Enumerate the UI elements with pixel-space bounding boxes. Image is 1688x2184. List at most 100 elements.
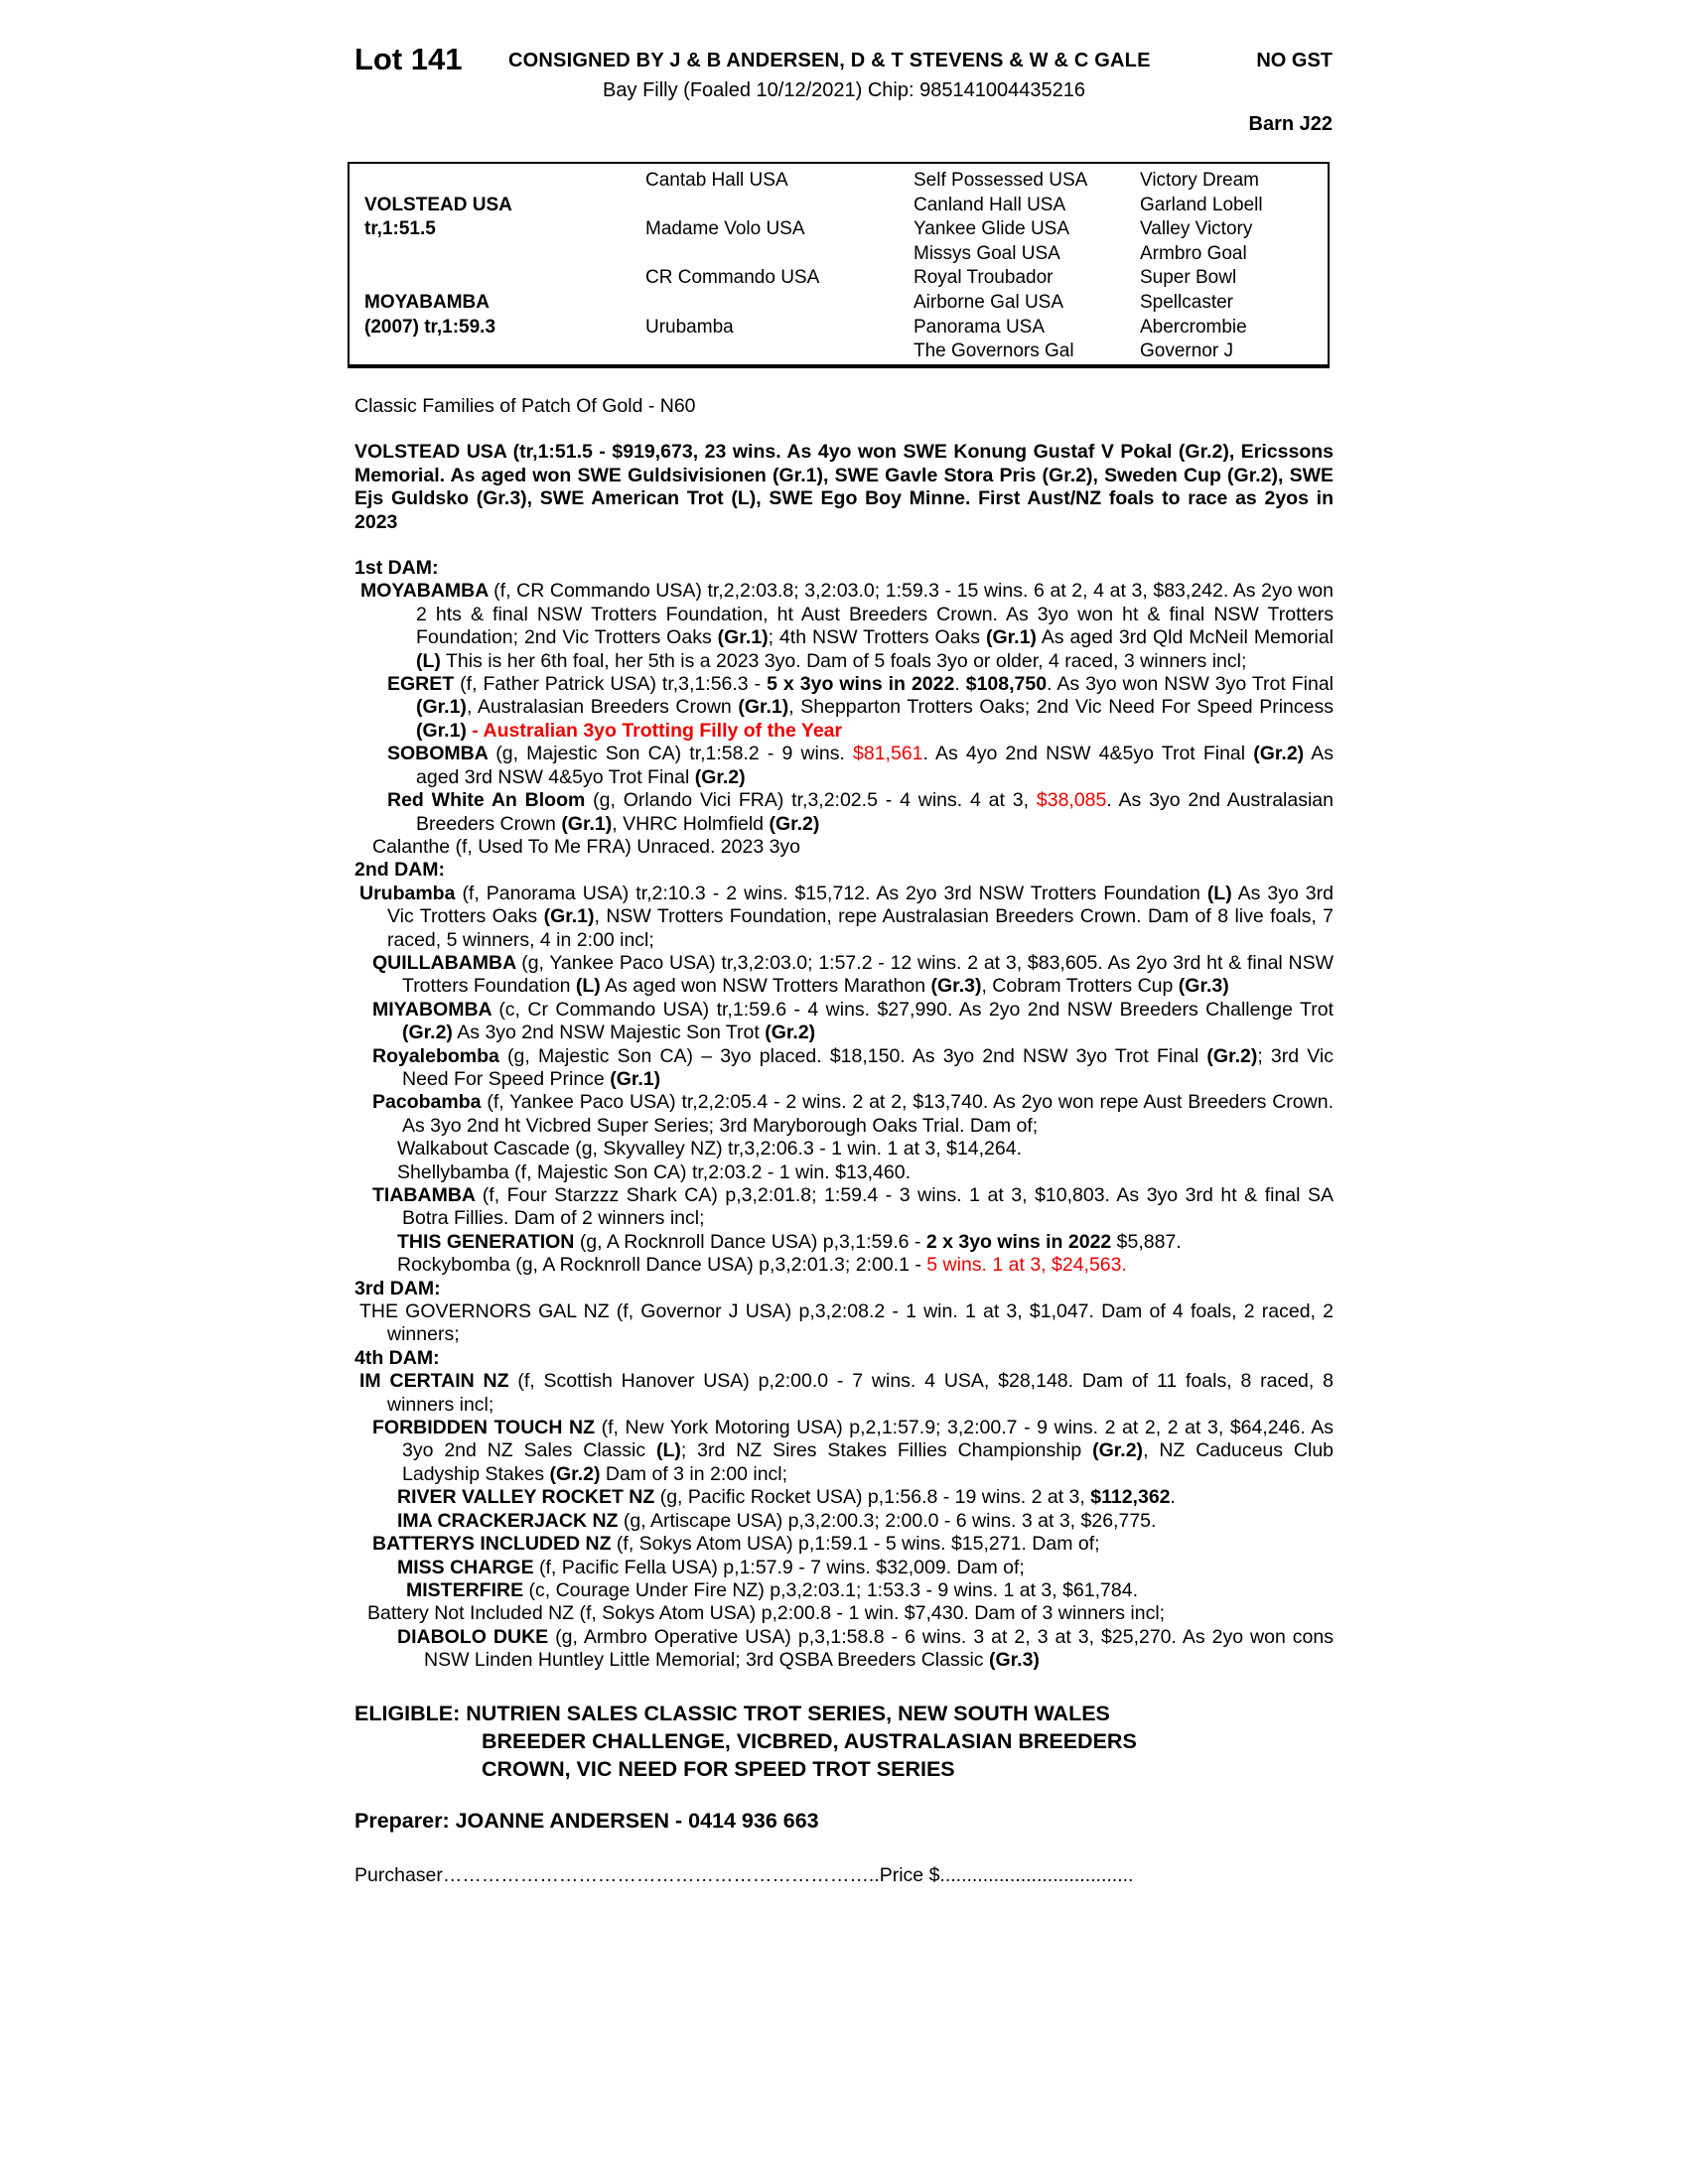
consignor-line: CONSIGNED BY J & B ANDERSEN, D & T STEVE…	[508, 50, 1151, 71]
text: (g, Majestic Son CA) tr,1:58.2 - 9 wins.	[495, 743, 854, 765]
emphasized-text: THIS GENERATION	[397, 1230, 580, 1253]
body-paragraph: THE GOVERNORS GAL NZ (f, Governor J USA)…	[354, 1300, 1334, 1347]
body-paragraph: MISS CHARGE (f, Pacific Fella USA) p,1:5…	[354, 1557, 1334, 1579]
emphasized-text: QUILLABAMBA	[372, 951, 522, 974]
body-paragraph: 3rd DAM:	[354, 1278, 1334, 1300]
price-label: Price $	[879, 1863, 940, 1886]
body-paragraph: Pacobamba (f, Yankee Paco USA) tr,2,2:05…	[354, 1091, 1334, 1138]
body-paragraph: Classic Families of Patch Of Gold - N60	[354, 395, 1334, 418]
text: (g, Artiscape USA) p,3,2:00.3; 2:00.0 - …	[623, 1509, 1157, 1532]
pedigree-cell	[350, 169, 645, 194]
text: ; 3rd NZ Sires Stakes Fillies Championsh…	[680, 1439, 1093, 1462]
emphasized-text: (Gr.2)	[549, 1462, 601, 1485]
pedigree-cell: The Governors Gal	[914, 341, 1074, 362]
purchaser-line: Purchaser…………………………………………………………..Price $…	[354, 1864, 1334, 1887]
text: As aged 3rd Qld McNeil Memorial	[1036, 626, 1334, 649]
eligibility-line: BREEDER CHALLENGE, VICBRED, AUSTRALASIAN…	[482, 1728, 1137, 1753]
emphasized-text: BATTERYS INCLUDED NZ	[372, 1533, 617, 1556]
text: . As 4yo 2nd NSW 4&5yo Trot Final	[922, 743, 1254, 765]
pedigree-cell: Victory Dream	[1140, 170, 1260, 191]
text: , VHRC Holmfield	[612, 812, 770, 835]
eligibility-line: CROWN, VIC NEED FOR SPEED TROT SERIES	[482, 1756, 955, 1781]
emphasized-text: (Gr.2)	[769, 812, 820, 835]
pedigree-cell: MOYABAMBA	[364, 291, 490, 313]
text: .	[1170, 1486, 1176, 1509]
pedigree-cell: Spellcaster	[1140, 291, 1233, 313]
text: (f, New York Motoring USA) p,2,1:57.9; 3…	[402, 1417, 1335, 1462]
pedigree-cell: Armbro Goal	[1140, 242, 1247, 264]
emphasized-text: 5 x 3yo wins in 2022	[767, 673, 955, 696]
emphasized-text: (Gr.1)	[416, 719, 467, 742]
emphasized-text: MOYABAMBA	[360, 580, 494, 603]
emphasized-text: (Gr.3)	[930, 975, 982, 998]
text: (g, Orlando Vici FRA) tr,3,2:02.5 - 4 wi…	[593, 789, 1037, 812]
emphasized-text: (Gr.3)	[1178, 975, 1229, 998]
text: (f, Father Patrick USA) tr,3,1:56.3 -	[460, 673, 768, 696]
pedigree-cell: Canland Hall USA	[914, 194, 1066, 215]
pedigree-cell	[645, 291, 914, 316]
pedigree-body: Classic Families of Patch Of Gold - N60 V…	[354, 395, 1334, 1887]
pedigree-cell	[350, 266, 645, 291]
body-paragraph: DIABOLO DUKE (g, Armbro Operative USA) p…	[354, 1626, 1334, 1673]
pedigree-table: Cantab Hall USA Self Possessed USA Victory…	[348, 162, 1330, 368]
pedigree-row: Missys Goal USA Armbro Goal	[350, 242, 1328, 267]
body-paragraph: Walkabout Cascade (g, Skyvalley NZ) tr,3…	[354, 1138, 1334, 1160]
pedigree-cell: Self Possessed USA	[914, 170, 1088, 191]
emphasized-text: (Gr.1)	[610, 1067, 661, 1090]
text: This is her 6th foal, her 5th is a 2023 …	[440, 649, 1247, 672]
pedigree-row: CR Commando USA Royal Troubador Super Bowl	[350, 266, 1328, 291]
pedigree-cell: Royal Troubador	[914, 267, 1054, 289]
body-paragraph: Royalebomba (g, Majestic Son CA) – 3yo p…	[354, 1045, 1334, 1092]
body-paragraph: BATTERYS INCLUDED NZ (f, Sokys Atom USA)…	[354, 1533, 1334, 1556]
text: , NSW Trotters Foundation, repe Australa…	[387, 905, 1334, 951]
body-paragraph: 2nd DAM:	[354, 859, 1334, 882]
body-paragraph: Shellybamba (f, Majestic Son CA) tr,2:03…	[354, 1161, 1334, 1184]
text: Rockybomba (g, A Rocknroll Dance USA) p,…	[397, 1254, 927, 1277]
pedigree-row: VOLSTEAD USA Canland Hall USA Garland Lobe…	[350, 194, 1328, 218]
emphasized-text: (Gr.2)	[1206, 1044, 1258, 1067]
preparer-line: Preparer: JOANNE ANDERSEN - 0414 936 663	[354, 1808, 819, 1833]
emphasized-text: (L)	[575, 975, 601, 998]
pedigree-cell: Airborne Gal USA	[914, 291, 1064, 313]
pedigree-cell	[350, 340, 645, 364]
body-paragraph: MIYABOMBA (c, Cr Commando USA) tr,1:59.6…	[354, 999, 1334, 1045]
pedigree-cell: VOLSTEAD USA	[364, 194, 512, 215]
text: As 3yo 2nd NSW Majestic Son Trot	[452, 1022, 766, 1044]
eligibility-block: ELIGIBLE: NUTRIEN SALES CLASSIC TROT SER…	[354, 1700, 1334, 1783]
text: (c, Cr Commando USA) tr,1:59.6 - 4 wins.…	[498, 998, 1334, 1021]
text: Walkabout Cascade (g, Skyvalley NZ) tr,3…	[397, 1138, 1023, 1160]
purchaser-dotted-leader: …………………………………………………………..	[442, 1863, 880, 1886]
text: As aged 3rd NSW 4&5yo Trot Final	[416, 743, 1334, 788]
emphasized-text: (Gr.1)	[985, 626, 1037, 649]
text: Shellybamba (f, Majestic Son CA) tr,2:03…	[397, 1160, 912, 1183]
text: , Shepparton Trotters Oaks; 2nd Vic Need…	[788, 696, 1334, 719]
text: (f, Scottish Hanover USA) p,2:00.0 - 7 w…	[387, 1370, 1334, 1416]
pedigree-cell: Panorama USA	[914, 316, 1046, 338]
text: ; 3rd Vic Need For Speed Prince	[402, 1044, 1334, 1090]
body-paragraph: FORBIDDEN TOUCH NZ (f, New York Motoring…	[354, 1417, 1334, 1486]
text: (g, Majestic Son CA) – 3yo placed. $18,1…	[507, 1044, 1207, 1067]
emphasized-text: (L)	[655, 1439, 681, 1462]
emphasized-text: MISTERFIRE	[406, 1578, 529, 1601]
emphasized-text: (Gr.1)	[717, 626, 769, 649]
body-paragraph: 4th DAM:	[354, 1347, 1334, 1370]
text: (g, A Rocknroll Dance USA) p,3,1:59.6 -	[579, 1230, 926, 1253]
emphasized-text: 2 x 3yo wins in 2022	[925, 1230, 1112, 1253]
text: (f, Sokys Atom USA) p,1:59.1 - 5 wins. $…	[616, 1533, 1100, 1556]
text: , Australasian Breeders Crown	[466, 696, 739, 719]
body-paragraph: RIVER VALLEY ROCKET NZ (g, Pacific Rocke…	[354, 1486, 1334, 1509]
emphasized-text: IM CERTAIN NZ	[359, 1370, 518, 1393]
pedigree-cell: CR Commando USA	[645, 267, 820, 289]
text: As 3yo 3rd Vic Trotters Oaks	[387, 882, 1334, 928]
pedigree-cell: Cantab Hall USA	[645, 170, 788, 191]
price-dotted-leader: ....................................	[939, 1863, 1134, 1886]
text: (f, Panorama USA) tr,2:10.3 - 2 wins. $1…	[462, 882, 1207, 904]
pedigree-cell: (2007) tr,1:59.3	[364, 316, 496, 338]
pedigree-cell: Missys Goal USA	[914, 242, 1060, 264]
purchaser-label: Purchaser	[354, 1863, 443, 1886]
emphasized-text: MISS CHARGE	[397, 1556, 540, 1578]
pedigree-cell: Urubamba	[645, 316, 734, 338]
pedigree-cell: tr,1:51.5	[364, 218, 436, 240]
body-paragraph: Battery Not Included NZ (f, Sokys Atom U…	[354, 1602, 1334, 1625]
body-paragraph: QUILLABAMBA (g, Yankee Paco USA) tr,3,2:…	[354, 952, 1334, 999]
